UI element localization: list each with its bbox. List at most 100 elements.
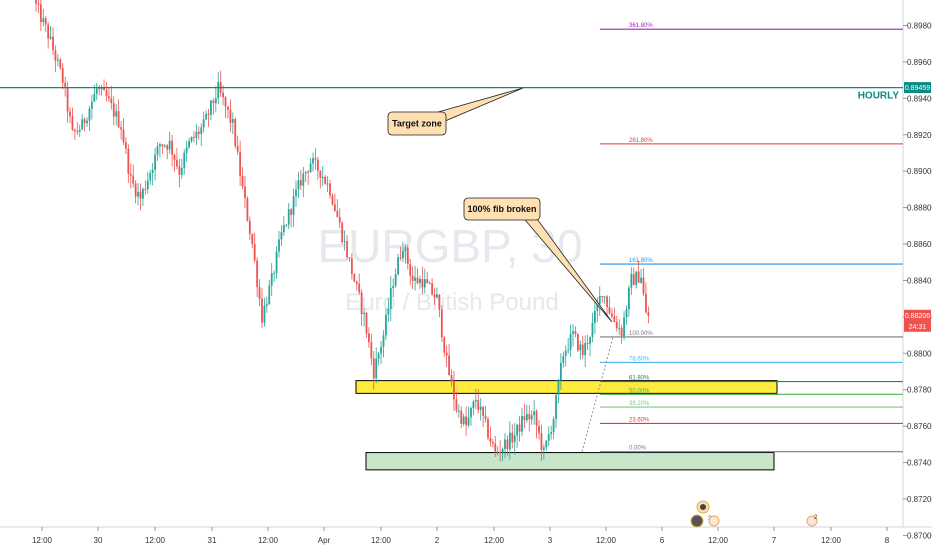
candle-body xyxy=(477,400,480,410)
candle-body xyxy=(351,258,353,275)
current-badge-bg xyxy=(904,309,931,332)
candle-body xyxy=(52,36,54,51)
candle xyxy=(154,148,156,181)
watermark-description: Euro / British Pound xyxy=(345,289,558,316)
current-price-badge: 0.88206 24:31 xyxy=(904,309,931,332)
candle-body xyxy=(168,140,171,150)
time-tick-label: 12:00 xyxy=(145,536,166,545)
candle-body xyxy=(115,111,118,117)
candle xyxy=(292,188,295,228)
candle-body xyxy=(297,180,300,190)
earnings-event-icon[interactable] xyxy=(690,514,704,528)
candle-body xyxy=(161,144,164,147)
candle-body xyxy=(343,241,346,243)
candle xyxy=(623,311,625,341)
candle xyxy=(455,391,458,414)
candle xyxy=(540,424,543,462)
candle-body xyxy=(448,355,450,375)
candle xyxy=(647,306,650,324)
candle-body xyxy=(596,304,599,311)
candle-body xyxy=(470,407,472,418)
candle xyxy=(329,179,331,199)
candle xyxy=(504,433,506,459)
candle xyxy=(462,413,465,427)
candle xyxy=(319,170,322,189)
time-tick-label: 12:00 xyxy=(708,536,729,545)
candle-body xyxy=(47,24,50,39)
candle-body xyxy=(380,346,382,354)
candle-body xyxy=(336,210,339,217)
candle-body xyxy=(248,220,251,235)
candle xyxy=(482,406,485,428)
candle xyxy=(414,265,416,291)
candle xyxy=(88,105,91,131)
support-zone-green[interactable] xyxy=(365,452,775,471)
candle xyxy=(285,224,288,228)
candle-body xyxy=(173,154,176,161)
candle xyxy=(508,421,511,460)
fibonacci-extension[interactable]: 361.80% 261.80% 161.80% 100.00% 78.60% 61.80%… xyxy=(581,23,903,453)
candle xyxy=(338,208,341,229)
candle-body xyxy=(122,129,125,143)
candle xyxy=(246,196,249,222)
candle xyxy=(513,422,516,455)
candle xyxy=(299,169,302,191)
candle-body xyxy=(365,312,368,334)
candle xyxy=(231,112,234,134)
candle xyxy=(404,244,407,264)
candle xyxy=(567,338,570,354)
candle-body xyxy=(528,414,531,420)
time-tick-label: 2 xyxy=(435,536,440,545)
candle-body xyxy=(171,140,173,155)
candle xyxy=(83,117,86,132)
candle-body xyxy=(159,144,161,147)
candle xyxy=(309,157,312,173)
candle-body xyxy=(353,274,356,282)
target-zone-callout[interactable]: Target zone xyxy=(387,87,524,136)
flag-event-icon-2[interactable] xyxy=(806,515,818,527)
candle-body xyxy=(428,283,431,285)
candle xyxy=(518,416,521,442)
fib-level-label: 261.80% xyxy=(629,138,653,144)
candle-body xyxy=(129,173,132,176)
candle xyxy=(144,180,147,195)
candle-body xyxy=(151,169,154,173)
event-markers[interactable]: 2 2 xyxy=(690,500,818,528)
candle-body xyxy=(309,163,312,173)
fib-broken-callout[interactable]: 100% fib broken xyxy=(463,197,613,323)
candle xyxy=(521,407,523,437)
support-zone-yellow[interactable] xyxy=(355,380,778,394)
candle xyxy=(525,404,528,423)
candle xyxy=(572,324,574,347)
candle xyxy=(450,369,453,387)
candle xyxy=(251,233,254,249)
candle-body xyxy=(346,241,348,258)
candle-body xyxy=(387,308,390,315)
flag-event-icon[interactable] xyxy=(708,515,720,527)
candle xyxy=(324,175,327,185)
candle xyxy=(200,123,203,146)
candle xyxy=(122,118,125,146)
candle-body xyxy=(499,452,502,454)
candle xyxy=(261,288,263,329)
candle xyxy=(630,267,633,295)
candle xyxy=(453,370,455,411)
candle xyxy=(628,285,630,317)
candle-body xyxy=(178,166,181,175)
candle-body xyxy=(81,119,84,130)
candle xyxy=(205,110,207,120)
time-axis[interactable]: 12:00 30 12:00 31 12:00 Apr 12:00 2 12:00 3 12:00 6… xyxy=(32,527,890,545)
candle xyxy=(331,193,334,206)
candle xyxy=(219,70,222,97)
candle xyxy=(207,108,210,127)
candle-body xyxy=(564,350,567,356)
candle xyxy=(586,334,589,350)
candle-body xyxy=(440,309,443,338)
candle xyxy=(637,260,640,283)
candle-body xyxy=(559,362,562,381)
